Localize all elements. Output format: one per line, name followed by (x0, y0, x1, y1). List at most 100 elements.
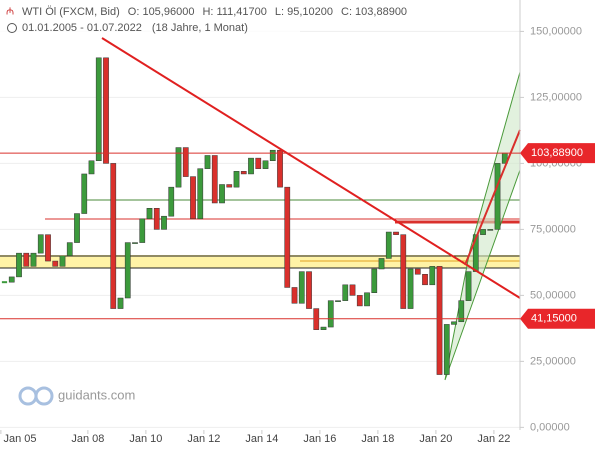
candle (161, 215, 167, 230)
candle (407, 268, 414, 309)
candle (103, 57, 109, 164)
candle (277, 149, 283, 188)
ohlc-label: C: 103,88900 (341, 6, 407, 18)
candle (182, 147, 189, 177)
y-tick-label: 75,00000 (530, 223, 576, 235)
x-tick-label: Jan 16 (303, 433, 336, 445)
candle (8, 276, 15, 283)
candle (342, 284, 349, 301)
candle (197, 168, 204, 220)
candle (451, 321, 457, 325)
candle (139, 218, 146, 243)
x-tick-label: Jan 18 (361, 433, 394, 445)
logo-mark (34, 386, 54, 406)
watermark: guidants.com (58, 387, 135, 402)
candle (494, 163, 501, 230)
price-label: 41,15000 (531, 313, 577, 325)
instrument-name: WTI Öl (FXCM, Bid) (22, 6, 120, 18)
price-badge (520, 143, 595, 164)
trend-lines (101, 37, 521, 299)
candle (23, 252, 30, 267)
candle (298, 271, 305, 304)
x-tick-label: Jan 22 (477, 433, 510, 445)
x-tick-label: Jan 05 (3, 433, 36, 445)
period-range: 01.01.2005 - 01.07.2022 (22, 22, 142, 34)
candle (248, 157, 254, 175)
candle (262, 160, 269, 169)
candle (414, 268, 421, 275)
price-label: 103,88900 (531, 147, 583, 159)
candle (168, 186, 175, 217)
candle (45, 234, 51, 262)
candle (335, 300, 341, 302)
period: 01.01.2005 - 01.07.2022 (18 Jahre, 1 Mona… (22, 22, 248, 34)
candle (175, 147, 182, 188)
candle (429, 266, 436, 286)
y-tick-label: 125,00000 (530, 91, 582, 103)
x-tick-label: Jan 08 (71, 433, 104, 445)
period-duration: (18 Jahre, 1 Monat) (152, 22, 248, 34)
candle (465, 271, 472, 301)
candle (284, 186, 291, 288)
trend-line (101, 37, 521, 299)
candle (320, 326, 327, 330)
candle (364, 292, 370, 307)
candle (66, 242, 73, 257)
candle (95, 57, 102, 162)
candle (356, 295, 363, 307)
candle (458, 300, 465, 323)
ohlc-label: O: 105,96000 (128, 6, 195, 18)
candle (487, 229, 494, 231)
candles (1, 57, 508, 375)
candle (37, 234, 44, 254)
candle (16, 252, 22, 278)
candle (204, 155, 211, 169)
candle (371, 268, 378, 293)
logo-mark (18, 386, 38, 406)
candle (226, 184, 233, 188)
candle (443, 324, 450, 375)
candle (349, 284, 356, 296)
candle (110, 163, 117, 309)
y-tick-label: 25,00000 (530, 355, 576, 367)
candle (81, 173, 88, 214)
candle (219, 184, 225, 204)
candle (436, 266, 443, 375)
clock-icon (7, 23, 17, 33)
y-tick-label: 0,00000 (530, 421, 570, 433)
candle (422, 274, 428, 286)
candle (88, 160, 95, 175)
ohlc-label: L: 95,10200 (275, 6, 333, 18)
x-tick-label: Jan 20 (419, 433, 452, 445)
y-tick-label: 150,00000 (530, 25, 582, 37)
candle (146, 208, 153, 220)
candle (117, 297, 124, 309)
candle (52, 260, 59, 267)
candle (211, 155, 218, 204)
ohlc-label: H: 111,41700 (202, 6, 266, 18)
candle (240, 171, 247, 175)
x-tick-label: Jan 10 (129, 433, 162, 445)
candle (385, 231, 392, 259)
candle (393, 231, 399, 235)
chart-icon: ₼ (6, 7, 14, 18)
candle (153, 208, 160, 230)
x-tick-label: Jan 12 (187, 433, 220, 445)
y-tick-label: 50,00000 (530, 289, 576, 301)
logo: guidants.com (18, 386, 135, 406)
header: WTI Öl (FXCM, Bid) O: 105,96000 H: 111,417… (22, 6, 407, 18)
candle (378, 258, 385, 270)
price-badge (520, 308, 595, 329)
candle (480, 229, 486, 235)
candle (74, 213, 80, 243)
candle (124, 242, 131, 299)
trend-channel (444, 71, 521, 381)
candle (306, 271, 312, 309)
candle (269, 149, 276, 162)
candle (233, 171, 240, 188)
candle (291, 287, 298, 304)
candle (400, 234, 407, 309)
candle (30, 252, 37, 267)
candle (59, 255, 66, 267)
